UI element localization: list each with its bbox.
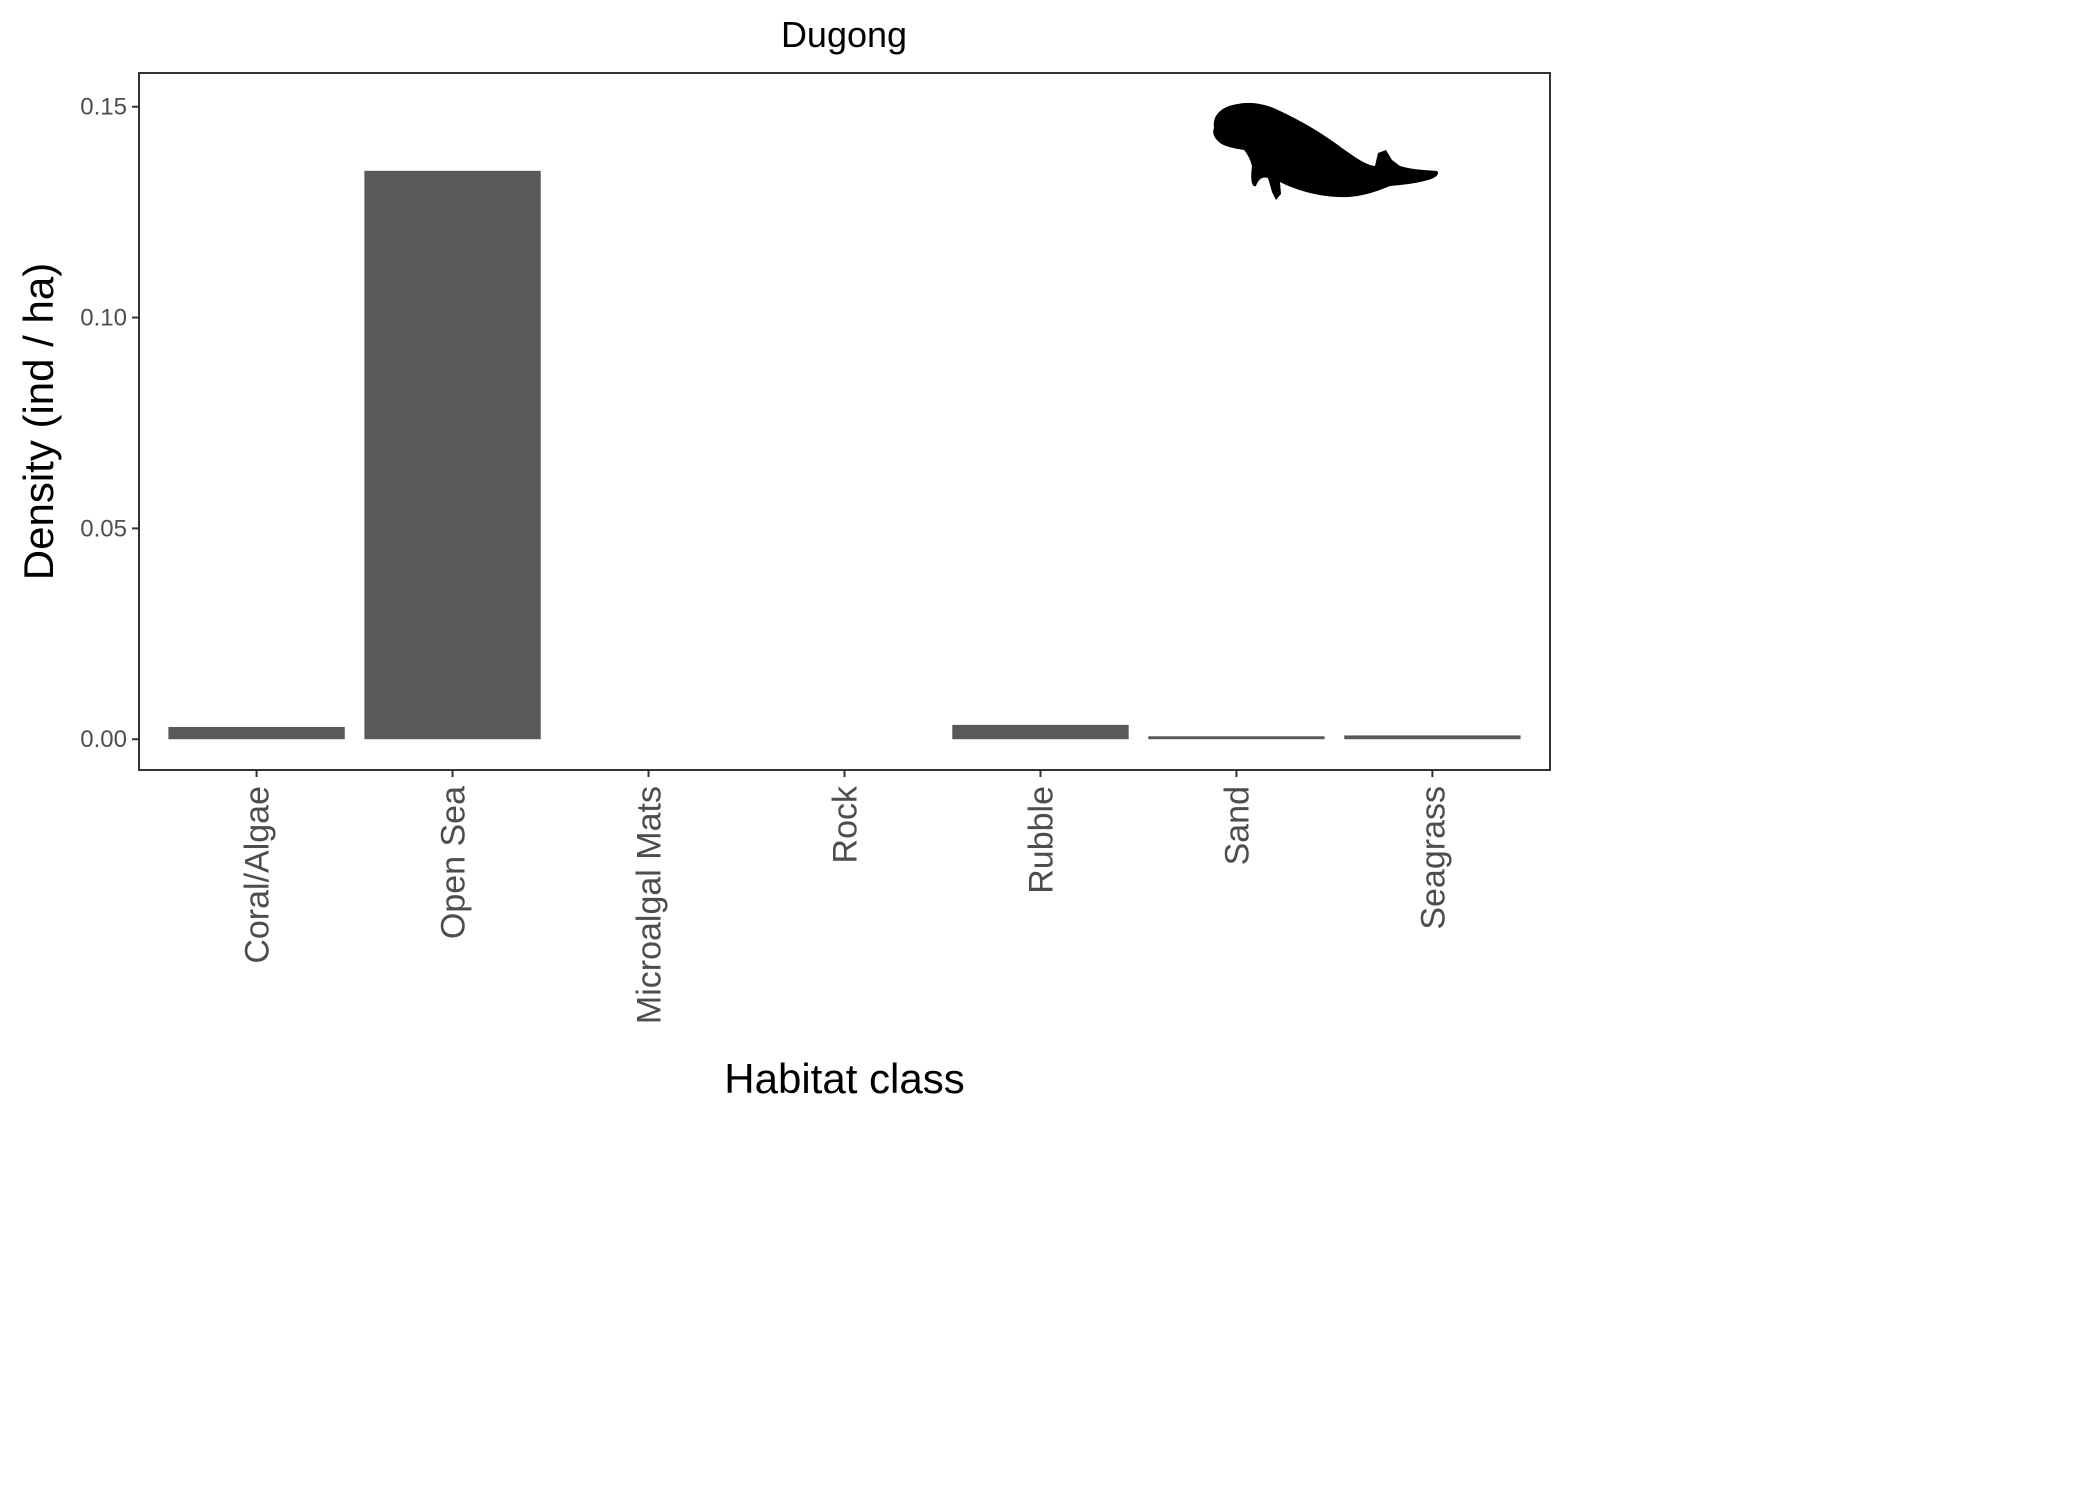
x-tick-label: Coral/Algae [239,786,277,964]
bar-coral-algae [168,726,345,740]
y-axis-title: Density (ind / ha) [15,263,62,580]
bar-open-sea [364,170,541,740]
chart-title: Dugong [781,14,907,55]
bar-rubble [952,724,1129,740]
x-tick-label: Rubble [1022,786,1060,894]
x-axis-title: Habitat class [724,1055,964,1102]
y-tick-label: 0.10 [80,305,127,332]
dugong-silhouette-icon [1213,102,1438,200]
y-tick-label: 0.05 [80,515,127,542]
bar-chart: Dugong 0.00 0.05 0.10 0.15 Coral/Algae Open S… [15,14,1551,1102]
y-tick-label: 0.00 [80,726,127,753]
bar-sand [1148,736,1325,740]
chart-container: Dugong 0.00 0.05 0.10 0.15 Coral/Algae Open S… [15,14,1551,1102]
bar-seagrass [1344,735,1521,740]
x-tick-label: Open Sea [435,786,473,939]
y-tick-label: 0.15 [80,94,127,121]
x-tick-label: Microalgal Mats [631,786,669,1024]
x-tick-label: Sand [1218,786,1256,865]
x-tick-label: Rock [827,785,865,863]
x-tick-label: Seagrass [1414,786,1452,930]
